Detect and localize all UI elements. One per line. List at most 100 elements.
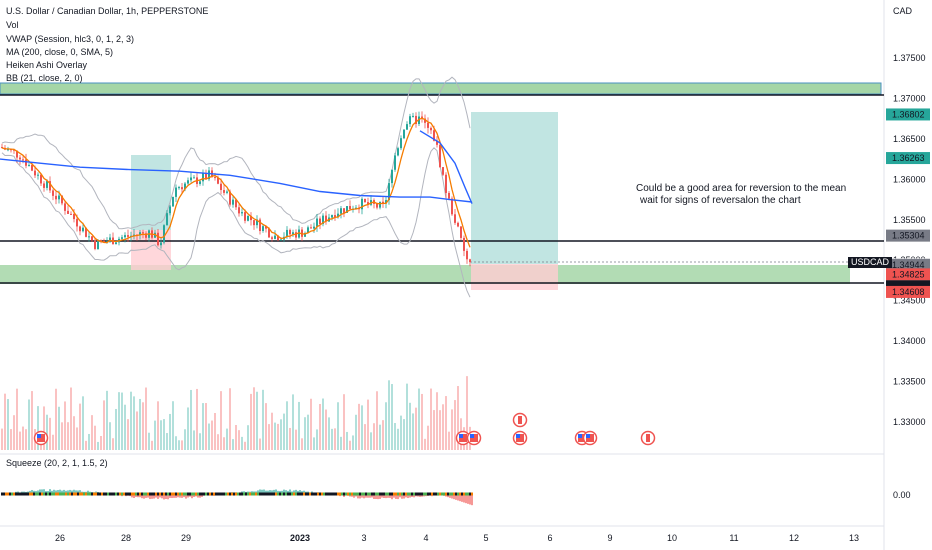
squeeze-dot	[165, 492, 167, 496]
squeeze-dot	[253, 492, 255, 496]
squeeze-dot	[339, 492, 341, 496]
volume-bar	[235, 425, 237, 450]
squeeze-dot	[65, 492, 67, 496]
price-tick-label: 1.33000	[893, 417, 926, 427]
squeeze-bar	[143, 494, 145, 499]
symbol-title[interactable]: U.S. Dollar / Canadian Dollar, 1h, PEPPE…	[6, 6, 209, 16]
squeeze-dot	[159, 492, 161, 496]
volume-bar	[394, 423, 396, 450]
squeeze-pane[interactable]	[0, 455, 884, 525]
squeeze-dot	[139, 492, 141, 496]
squeeze-dot	[441, 492, 443, 496]
squeeze-dot	[367, 492, 369, 496]
support-zone[interactable]	[0, 265, 850, 284]
squeeze-bar	[385, 494, 387, 499]
candle-body	[334, 215, 336, 218]
squeeze-bar	[43, 489, 45, 495]
event-flags[interactable]	[33, 412, 656, 446]
annotation-line-2[interactable]: wait for signs of reversalon the chart	[640, 195, 801, 206]
squeeze-bar	[371, 494, 373, 498]
volume-bar	[277, 423, 279, 450]
volume-bar	[448, 431, 450, 450]
time-axis[interactable]: 26 28 29 2023 3 4 5 6 9 10 11 12 13	[55, 533, 859, 543]
candle-body	[343, 208, 345, 213]
volume-bar	[52, 434, 54, 450]
squeeze-dot	[469, 492, 471, 496]
squeeze-bar	[149, 494, 151, 500]
us-flag-icon[interactable]	[512, 430, 528, 446]
squeeze-dot	[359, 492, 361, 496]
squeeze-dot	[309, 492, 311, 496]
candle-body	[442, 167, 444, 175]
volume-bar	[22, 426, 24, 450]
candle-body	[88, 236, 90, 238]
squeeze-bar	[77, 490, 79, 495]
volume-bar	[376, 391, 378, 450]
squeeze-dot	[131, 492, 133, 496]
volume-bar	[31, 391, 33, 450]
squeeze-dot	[15, 492, 17, 496]
indicator-bb[interactable]: BB (21, close, 2, 0)	[6, 73, 83, 83]
candle-body	[463, 237, 465, 251]
indicator-ma[interactable]: MA (200, close, 0, SMA, 5)	[6, 47, 114, 57]
long-position-target[interactable]	[471, 112, 558, 264]
volume-bar	[70, 387, 72, 450]
indicator-vwap[interactable]: VWAP (Session, hlc3, 0, 1, 2, 3)	[6, 34, 135, 44]
squeeze-dot	[263, 492, 265, 496]
candle-body	[289, 229, 291, 235]
canada-flag-icon[interactable]	[512, 412, 528, 428]
us-flag-icon[interactable]	[466, 430, 482, 446]
price-tag: 1.36802	[892, 109, 925, 119]
squeeze-dot	[219, 492, 221, 496]
squeeze-bar	[131, 494, 133, 498]
squeeze-bar	[177, 494, 179, 498]
annotation-line-1[interactable]: Could be a good area for reversion to th…	[636, 183, 847, 194]
volume-bar	[76, 427, 78, 450]
squeeze-dot	[301, 492, 303, 496]
candle-body	[364, 198, 366, 203]
squeeze-dot	[427, 492, 429, 496]
us-flag-icon[interactable]	[33, 430, 49, 446]
resistance-zone[interactable]	[0, 82, 882, 95]
squeeze-dot	[113, 492, 115, 496]
squeeze-dot	[19, 492, 21, 496]
squeeze-bar	[157, 494, 159, 499]
squeeze-dot	[235, 492, 237, 496]
squeeze-dot	[175, 492, 177, 496]
volume-bar	[112, 438, 114, 450]
squeeze-bar	[163, 494, 165, 500]
squeeze-bar	[69, 489, 71, 495]
us-flag-icon[interactable]	[582, 430, 598, 446]
squeeze-dot	[447, 492, 449, 496]
squeeze-dot	[51, 492, 53, 496]
squeeze-bar	[175, 494, 177, 498]
canada-flag-icon[interactable]	[640, 430, 656, 446]
volume-bar	[202, 403, 204, 450]
squeeze-dot	[323, 492, 325, 496]
squeeze-bar	[167, 494, 169, 500]
indicator-vol[interactable]: Vol	[6, 20, 19, 30]
squeeze-dot	[333, 492, 335, 496]
volume-bar	[340, 436, 342, 450]
volume-bar	[280, 419, 282, 450]
candle-body	[181, 187, 183, 190]
volume-bar	[10, 429, 12, 450]
ma-200-line	[0, 158, 473, 203]
past-position-target	[131, 155, 171, 230]
candle-body	[439, 144, 441, 168]
candle-body	[115, 242, 117, 245]
squeeze-bar	[383, 494, 385, 499]
time-tick-label: 11	[729, 533, 738, 543]
squeeze-bar	[185, 494, 187, 499]
volume-bar	[196, 388, 198, 450]
squeeze-bar	[365, 494, 367, 498]
volume-bar	[133, 396, 135, 450]
candle-body	[172, 196, 174, 207]
indicator-heiken-ashi[interactable]: Heiken Ashi Overlay	[6, 60, 88, 70]
volume-bar	[292, 394, 294, 450]
squeeze-dot	[53, 492, 55, 496]
long-position-stop[interactable]	[471, 264, 558, 290]
oscillator-title[interactable]: Squeeze (20, 2, 1, 1.5, 2)	[6, 458, 108, 468]
squeeze-dot	[431, 492, 433, 496]
